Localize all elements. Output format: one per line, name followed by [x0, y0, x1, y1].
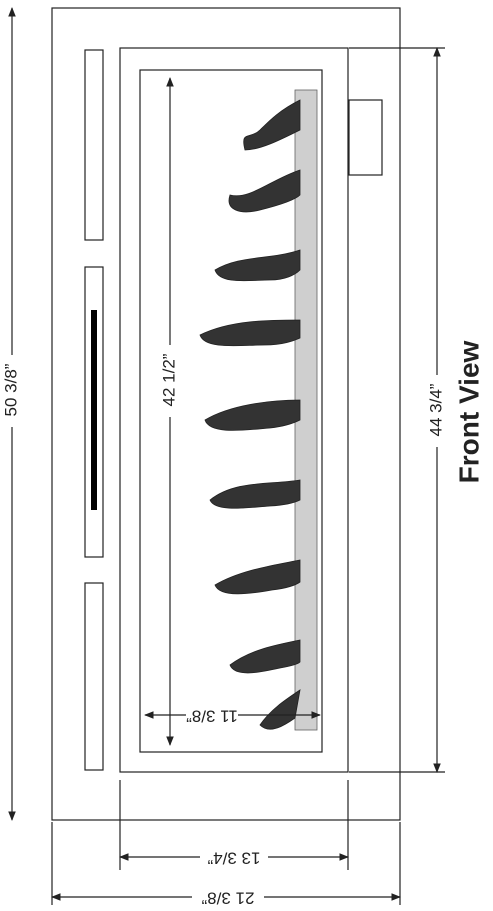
opening-width-label: 13 3/4”	[207, 849, 260, 868]
overall-width-label: 21 3/8”	[201, 889, 254, 908]
view-label: Front View	[453, 340, 484, 483]
unit-body	[51, 7, 401, 821]
dimension-lines	[8, 7, 445, 905]
flames	[199, 89, 318, 731]
opening-height-label: 44 3/4”	[426, 383, 445, 436]
glass-height-label: 42 1/2”	[159, 353, 178, 406]
glass-inset-label: 11 3/8”	[186, 707, 238, 726]
overall-height-label: 50 3/8”	[1, 363, 20, 416]
